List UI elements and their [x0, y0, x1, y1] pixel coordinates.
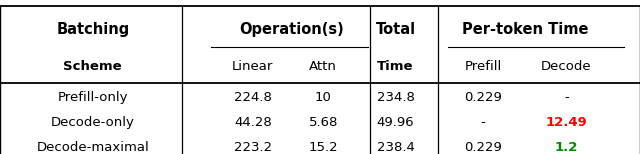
- Text: Decode-only: Decode-only: [51, 116, 135, 129]
- Text: -: -: [564, 91, 569, 104]
- Text: 5.68: 5.68: [308, 116, 338, 129]
- Text: Linear: Linear: [232, 60, 273, 73]
- Text: 224.8: 224.8: [234, 91, 272, 104]
- Text: Prefill-only: Prefill-only: [58, 91, 128, 104]
- Text: 223.2: 223.2: [234, 141, 272, 154]
- Text: Decode-maximal: Decode-maximal: [36, 141, 149, 154]
- Text: 15.2: 15.2: [308, 141, 338, 154]
- Text: Attn: Attn: [309, 60, 337, 73]
- Text: 44.28: 44.28: [234, 116, 271, 129]
- Text: Decode: Decode: [541, 60, 592, 73]
- Text: Operation(s): Operation(s): [239, 22, 344, 37]
- Text: 238.4: 238.4: [376, 141, 415, 154]
- Text: 234.8: 234.8: [376, 91, 415, 104]
- Text: Prefill: Prefill: [465, 60, 502, 73]
- Text: Scheme: Scheme: [63, 60, 122, 73]
- Text: 0.229: 0.229: [464, 91, 502, 104]
- Text: 10: 10: [315, 91, 332, 104]
- Text: Per-token Time: Per-token Time: [461, 22, 588, 37]
- Text: 12.49: 12.49: [545, 116, 588, 129]
- Text: Time: Time: [377, 60, 414, 73]
- Text: 0.229: 0.229: [464, 141, 502, 154]
- Text: Batching: Batching: [56, 22, 129, 37]
- Text: -: -: [481, 116, 486, 129]
- Text: 1.2: 1.2: [555, 141, 578, 154]
- Text: Total: Total: [376, 22, 415, 37]
- Text: 49.96: 49.96: [377, 116, 414, 129]
